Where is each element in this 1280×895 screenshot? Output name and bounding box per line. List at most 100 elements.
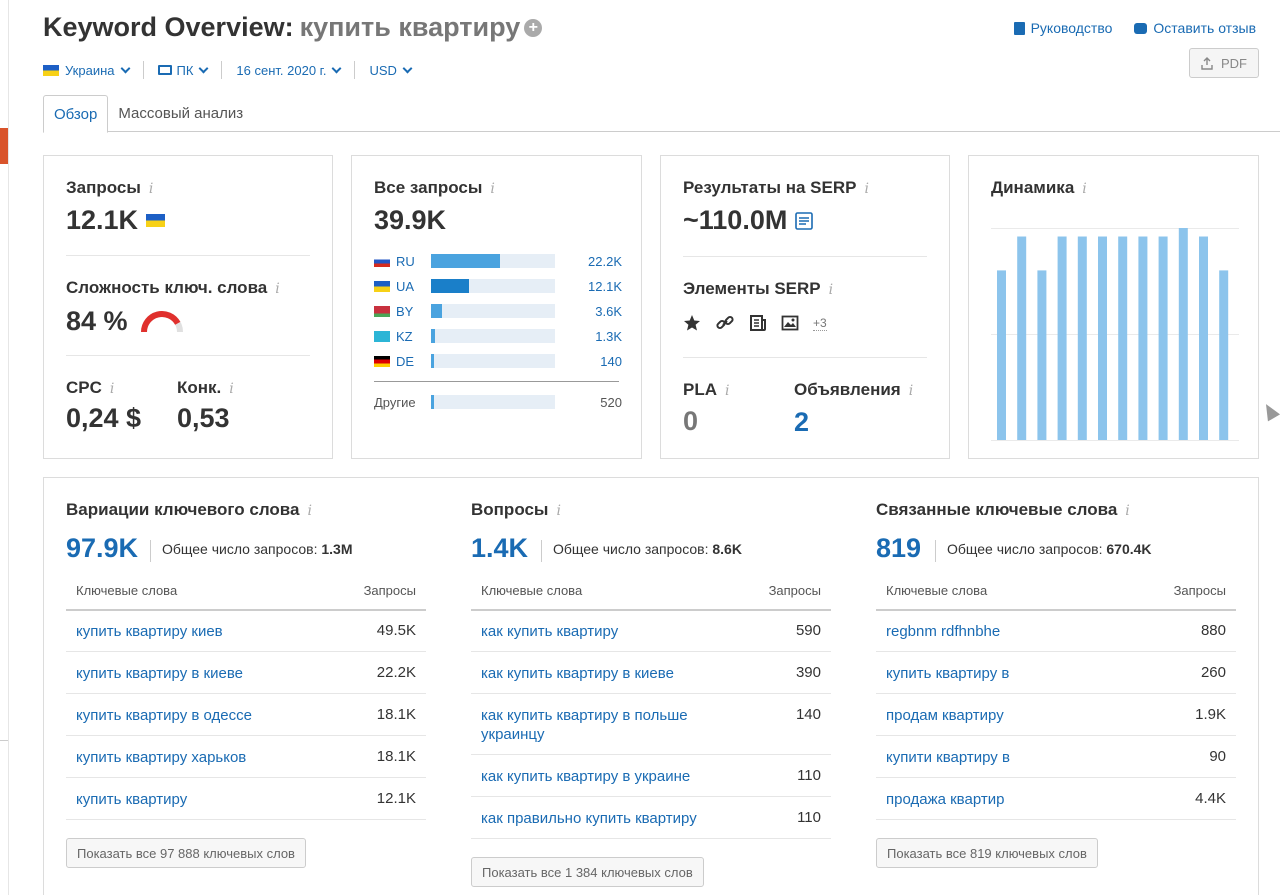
keyword-link[interactable]: как купить квартиру в киеве	[481, 665, 674, 682]
section-count[interactable]: 1.4K	[471, 533, 529, 563]
info-icon[interactable]: i	[1125, 503, 1130, 519]
country-row[interactable]: BY 3.6K	[374, 302, 622, 320]
star-icon	[684, 315, 700, 331]
trend-bar[interactable]	[1158, 236, 1168, 441]
ads-value[interactable]: 2	[794, 407, 810, 437]
filter-bar: Украина ПК 16 сент. 2020 г. USD	[43, 61, 425, 79]
trend-bar[interactable]	[1219, 270, 1229, 440]
keyword-link[interactable]: как купить квартиру	[481, 623, 619, 640]
show-all-button[interactable]: Показать все 97 888 ключевых слов	[66, 838, 306, 868]
tab-bulk-analysis[interactable]: Массовый анализ	[118, 105, 244, 122]
info-icon[interactable]: i	[229, 381, 234, 397]
table-row: купить квартиру в одессе 18.1K	[66, 695, 426, 736]
trend-bar[interactable]	[1077, 236, 1087, 441]
tabs-underline	[43, 131, 1280, 132]
keyword-link[interactable]: купить квартиру	[76, 791, 188, 808]
country-bar	[431, 354, 555, 368]
keyword-link[interactable]: купить квартиру киев	[76, 623, 223, 640]
book-icon	[1013, 22, 1025, 35]
info-icon[interactable]: i	[109, 381, 115, 397]
section-count[interactable]: 97.9K	[66, 533, 139, 563]
keyword-link[interactable]: regbnm rdfhnbhe	[886, 623, 1001, 640]
keyword-link[interactable]: как купить квартиру в польше украинцу	[481, 707, 688, 743]
keyword-link[interactable]: купить квартиру в киеве	[76, 665, 243, 682]
trend-bar[interactable]	[1199, 236, 1208, 441]
keyword-volume: 1.9K	[1195, 706, 1226, 723]
country-select[interactable]: Украина	[43, 63, 143, 78]
info-icon[interactable]: i	[864, 181, 869, 197]
volume-value: 12.1K	[66, 205, 139, 235]
info-icon[interactable]: i	[828, 282, 834, 298]
show-all-button[interactable]: Показать все 819 ключевых слов	[876, 838, 1098, 868]
trend-bar[interactable]	[1057, 236, 1067, 441]
divider	[935, 540, 936, 562]
table-row: купить квартиру харьков 18.1K	[66, 737, 426, 778]
info-icon[interactable]: i	[556, 503, 561, 519]
info-icon[interactable]: i	[490, 181, 495, 197]
country-row[interactable]: KZ 1.3K	[374, 327, 622, 345]
keyword-link[interactable]: как правильно купить квартиру	[481, 810, 697, 827]
trend-bar[interactable]	[997, 270, 1006, 440]
country-select-value: Украина	[65, 62, 115, 78]
country-value: 1.3K	[595, 328, 622, 344]
export-pdf-button[interactable]: PDF	[1189, 48, 1259, 78]
keyword-link[interactable]: купить квартиру харьков	[76, 749, 247, 766]
serp-link-icon[interactable]	[795, 212, 813, 230]
country-row[interactable]: RU 22.2K	[374, 252, 622, 270]
trend-bar[interactable]	[1098, 236, 1107, 441]
country-bar	[431, 254, 555, 268]
info-icon[interactable]: i	[1082, 181, 1087, 197]
info-icon[interactable]: i	[275, 281, 280, 297]
column-header-keywords[interactable]: Ключевые слова	[481, 583, 583, 598]
kd-title-label: Сложность ключ. слова	[66, 278, 268, 297]
trend-bar[interactable]	[1037, 270, 1047, 440]
column-header-volume[interactable]: Запросы	[768, 583, 821, 598]
keyword-link[interactable]: купити квартиру в	[886, 749, 1010, 766]
divider	[541, 540, 542, 562]
info-icon[interactable]: i	[307, 503, 312, 519]
info-icon[interactable]: i	[908, 383, 914, 399]
keyword-link[interactable]: как купить квартиру в украине	[481, 768, 691, 785]
country-bar	[431, 279, 555, 293]
section-total-label: Общее число запросов:	[947, 541, 1103, 557]
kd-title: Сложность ключ. слова i	[66, 278, 280, 298]
device-select[interactable]: ПК	[157, 63, 222, 78]
info-icon[interactable]: i	[148, 181, 154, 197]
feedback-link[interactable]: Оставить отзыв	[1134, 20, 1256, 36]
column-header-keywords[interactable]: Ключевые слова	[76, 583, 178, 598]
trend-bar[interactable]	[1178, 228, 1188, 440]
serp-card: Результаты на SERP i ~110.0M Элементы SER…	[660, 155, 950, 459]
show-all-button[interactable]: Показать все 1 384 ключевых слов	[471, 857, 704, 887]
add-keyword-icon[interactable]: +	[524, 19, 543, 37]
tab-overview[interactable]: Обзор	[43, 95, 109, 133]
global-volume-title-label: Все запросы	[374, 178, 483, 197]
table-row: продам квартиру 1.9K	[876, 695, 1236, 736]
keyword-link[interactable]: купить квартиру в одессе	[76, 707, 252, 724]
column-header-volume[interactable]: Запросы	[1173, 583, 1226, 598]
sidebar-accent	[0, 128, 8, 164]
trend-bar[interactable]	[1138, 236, 1148, 441]
ukraine-flag-icon	[145, 214, 165, 227]
section-total-label: Общее число запросов:	[553, 541, 709, 557]
trend-bar[interactable]	[1017, 236, 1027, 441]
country-row[interactable]: UA 12.1K	[374, 277, 622, 295]
table-row: купить квартиру в 260	[876, 653, 1236, 694]
country-bar-fill	[431, 254, 501, 268]
keyword-link[interactable]: купить квартиру в	[886, 665, 1010, 682]
country-row[interactable]: DE 140	[374, 352, 622, 370]
section-count[interactable]: 819	[876, 533, 922, 563]
country-value: 3.6K	[595, 303, 622, 319]
top-links: Руководство Оставить отзыв	[1013, 20, 1256, 36]
section-title-label: Связанные ключевые слова	[876, 500, 1118, 519]
serp-features-more[interactable]: +3	[813, 315, 827, 331]
trend-bar[interactable]	[1118, 236, 1128, 441]
column-header-volume[interactable]: Запросы	[363, 583, 416, 598]
info-icon[interactable]: i	[725, 383, 730, 399]
date-select[interactable]: 16 сент. 2020 г.	[236, 63, 354, 78]
guide-link[interactable]: Руководство	[1013, 20, 1112, 36]
column-header-keywords[interactable]: Ключевые слова	[886, 583, 988, 598]
keyword-link[interactable]: продам квартиру	[886, 707, 1004, 724]
currency-select[interactable]: USD	[369, 63, 424, 78]
chevron-down-icon	[120, 63, 130, 73]
keyword-link[interactable]: продажа квартир	[886, 791, 1005, 808]
